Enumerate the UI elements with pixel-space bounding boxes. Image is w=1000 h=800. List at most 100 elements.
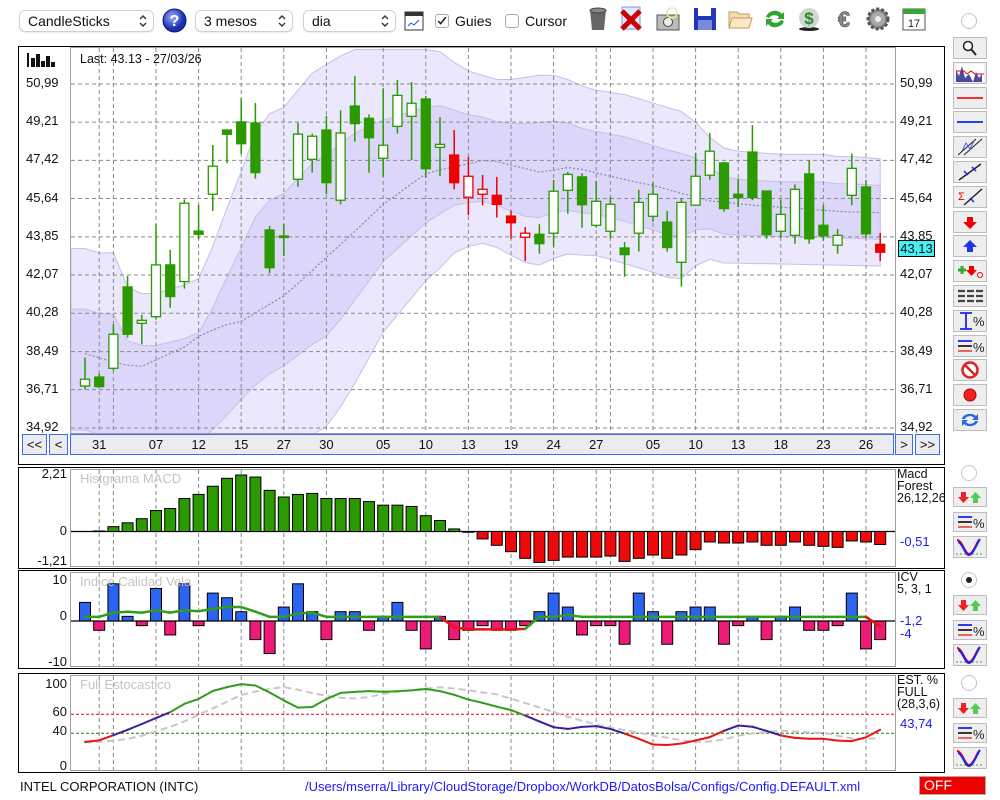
candle (463, 156, 474, 216)
candle (193, 204, 204, 240)
candle-body (363, 117, 375, 139)
icv-panel-radio[interactable] (961, 572, 977, 588)
stoch-panel-radio[interactable] (961, 675, 977, 691)
icv-bar (178, 583, 191, 622)
candle (733, 178, 744, 208)
macd-bar (93, 530, 106, 533)
macd-bar (675, 531, 688, 556)
channel-button[interactable] (953, 136, 987, 159)
sync-button[interactable] (953, 409, 987, 431)
cursor-checkbox[interactable] (505, 14, 519, 28)
icv-lines-percent-button[interactable]: % (953, 619, 987, 640)
stochastic-k-segment (368, 690, 385, 693)
help-icon[interactable]: ? (162, 8, 187, 33)
stoch-lines-percent-button[interactable]: % (953, 722, 987, 743)
chart-overview-button[interactable] (953, 61, 987, 84)
icv-stochastic-cross-button[interactable] (953, 644, 987, 666)
date-axis[interactable]: 31 07 12 15 27 30 05 10 13 19 24 27 05 10 13 18 23 26 (70, 434, 894, 455)
nav-prev-button[interactable]: < (49, 434, 68, 455)
buy-sell-icon (958, 266, 983, 279)
guides-checkbox[interactable] (435, 14, 449, 28)
config-path-link[interactable]: /Users/mserra/Library/CloudStorage/Dropb… (305, 779, 861, 794)
trendline-button[interactable] (953, 161, 987, 183)
candle-body (165, 264, 176, 298)
folder-open-icon[interactable] (727, 6, 753, 32)
macd-stochastic-cross-button[interactable] (953, 536, 987, 558)
stochastic-k-segment (396, 689, 413, 693)
dollar-cycle-icon[interactable]: $ (796, 6, 822, 32)
stochastic-cross-icon (956, 749, 984, 767)
indicator-name: 5, 3, 1 (897, 582, 932, 596)
candle (378, 88, 389, 177)
macd-bar (547, 531, 560, 561)
sigma-trendline-button[interactable]: Σ (953, 185, 987, 208)
stochastic-k-segment (297, 705, 314, 709)
record-button[interactable] (953, 384, 987, 407)
cursor-label: Cursor (525, 13, 568, 29)
red-line-button[interactable] (953, 86, 987, 109)
candlestick-chart[interactable] (70, 47, 896, 434)
candle (307, 133, 318, 173)
stochastic-k-segment (694, 736, 711, 742)
blue-line-button[interactable] (953, 111, 987, 134)
icv-signal-segment (154, 609, 172, 614)
chart-window-icon[interactable] (404, 11, 424, 31)
candle-body (136, 319, 147, 324)
icv-chart[interactable] (70, 572, 896, 667)
macd-histogram[interactable] (70, 469, 896, 567)
stochastic-k-segment (765, 729, 782, 737)
volume-bars-icon[interactable] (27, 53, 57, 67)
icv-signal-segment (97, 611, 115, 619)
price-tick-right: 45,64 (900, 189, 933, 205)
candle-body (491, 194, 502, 205)
trash-icon[interactable] (585, 6, 611, 32)
range-percent-button[interactable]: % (953, 309, 987, 332)
macd-bar (803, 531, 816, 546)
stochastic-k-segment (865, 728, 882, 739)
nav-next-button[interactable]: > (895, 434, 913, 455)
macd-bar (703, 531, 716, 543)
candle-body (420, 98, 431, 170)
macd-sell-buy-arrows-button[interactable] (953, 487, 987, 507)
refresh-icon[interactable] (762, 6, 788, 32)
macd-bar (845, 531, 858, 542)
nav-first-button[interactable]: << (22, 434, 47, 455)
icv-sell-buy-arrows-button[interactable] (953, 595, 987, 615)
zoom-button[interactable] (953, 37, 987, 59)
stochastic-chart[interactable] (70, 675, 896, 771)
stoch-stochastic-cross-button[interactable] (953, 747, 987, 769)
lines-percent-button[interactable]: % (953, 334, 987, 357)
buy-sell-button[interactable] (953, 260, 987, 283)
macd-lines-percent-button[interactable]: % (953, 511, 987, 532)
svg-text:?: ? (170, 13, 180, 30)
chart-type-select[interactable]: CandleSticks (19, 10, 154, 32)
candle (647, 182, 659, 222)
delete-icon[interactable] (618, 6, 644, 32)
calendar-icon[interactable]: 17 (901, 6, 927, 32)
euro-icon[interactable]: € (831, 6, 857, 32)
main-chart-radio[interactable] (961, 13, 977, 29)
icv-bar (135, 620, 148, 627)
interval-select[interactable]: dia (303, 10, 396, 32)
buy-arrow-button[interactable] (953, 235, 987, 258)
camera-icon[interactable] (655, 6, 681, 32)
gear-icon[interactable] (865, 6, 891, 32)
nav-last-button[interactable]: >> (915, 434, 940, 455)
candle (747, 125, 758, 201)
company-name: INTEL CORPORATION (INTC) (20, 779, 199, 794)
no-entry-button[interactable] (953, 359, 987, 382)
dashes-button[interactable] (953, 285, 987, 307)
period-select[interactable]: 3 mesos (195, 10, 293, 32)
status-toggle[interactable]: OFF (919, 776, 986, 795)
save-icon[interactable] (692, 6, 718, 32)
indicator-name: EST. % (897, 673, 938, 687)
macd-panel-radio[interactable] (961, 465, 977, 481)
date-tick: 31 (91, 437, 107, 452)
sell-arrow-button[interactable] (953, 210, 987, 233)
date-tick: 13 (461, 437, 476, 452)
stoch-sell-buy-arrows-button[interactable] (953, 698, 987, 718)
macd-bar (462, 531, 475, 533)
buy-arrow-icon (963, 240, 977, 253)
date-tick: 05 (375, 437, 391, 452)
candle-body (633, 201, 644, 234)
